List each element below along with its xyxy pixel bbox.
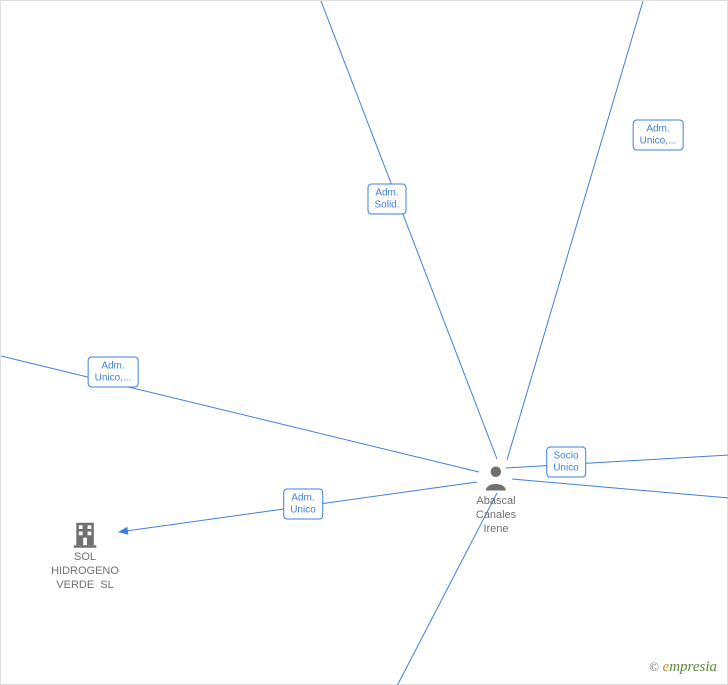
node-company-label: SOL HIDROGENO VERDE SL [51, 551, 119, 592]
copyright-symbol: © [649, 659, 659, 674]
watermark: © empresia [649, 659, 717, 676]
edge-e-top-mid [321, 1, 497, 459]
edge-label-e-top-right[interactable]: Adm. Unico,... [633, 120, 684, 151]
edge-label-e-adm-unico-company[interactable]: Adm. Unico [283, 489, 323, 520]
edge-label-e-left[interactable]: Adm. Unico,... [88, 357, 139, 388]
edge-e-socio-unico [506, 455, 728, 468]
brand-rest: mpresia [669, 659, 717, 675]
edge-e-left [1, 356, 479, 472]
node-person-label: Abascal Canales Irene [476, 495, 516, 536]
building-icon [70, 519, 100, 549]
edge-label-e-socio-unico[interactable]: Socio Unico [546, 447, 586, 478]
edge-label-e-top-mid[interactable]: Adm. Solid. [367, 184, 406, 215]
edge-e-right-lower [512, 479, 728, 498]
person-icon [481, 463, 511, 493]
network-diagram: Adm. Unico Socio Unico Adm. Unico,... Adm. … [0, 0, 728, 685]
node-company-sol-hidrogeno[interactable]: SOL HIDROGENO VERDE SL [51, 519, 119, 592]
edge-e-top-right [507, 1, 643, 460]
node-person-abascal[interactable]: Abascal Canales Irene [476, 463, 516, 536]
